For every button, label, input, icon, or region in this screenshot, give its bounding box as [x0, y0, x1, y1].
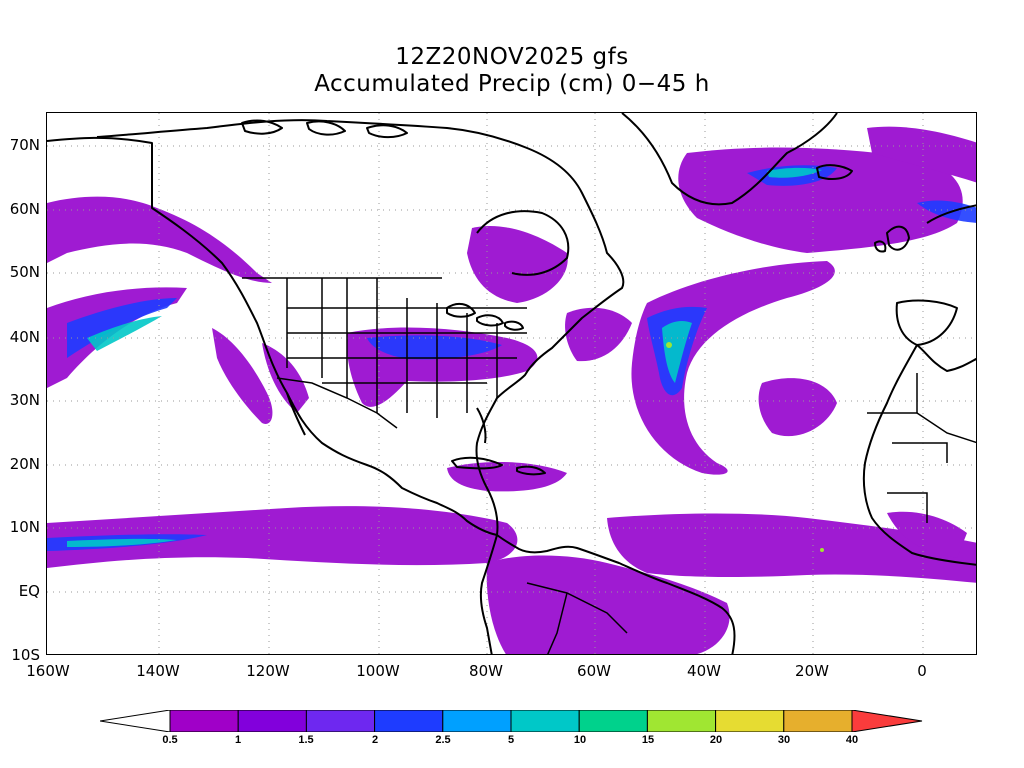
colorbar-label-2: 2	[371, 734, 379, 746]
lon-label-160w: 160W	[26, 662, 70, 680]
precip-map-svg	[47, 113, 976, 654]
lat-label-eq: EQ	[18, 582, 40, 600]
colorbar-low-triangle	[100, 710, 171, 732]
colorbar-label-1-5: 1.5	[298, 734, 314, 746]
colorbar-label-5: 5	[507, 734, 515, 746]
colorbar-label-2-5: 2.5	[435, 734, 451, 746]
colorbar-swatch	[374, 710, 444, 732]
lon-label-0: 0	[917, 662, 927, 680]
colorbar-swatch	[169, 710, 239, 732]
lat-label-70n: 70N	[9, 136, 40, 154]
lon-label-20w: 20W	[795, 662, 829, 680]
precip-colorbar	[100, 710, 923, 732]
lon-label-100w: 100W	[356, 662, 400, 680]
colorbar-label-40: 40	[845, 734, 859, 746]
colorbar-label-30: 30	[777, 734, 791, 746]
title-line-2: Accumulated Precip (cm) 0−45 h	[314, 71, 710, 97]
colorbar-swatch	[578, 710, 648, 732]
colorbar-swatch	[646, 710, 717, 732]
colorbar-label-1: 1	[234, 734, 242, 746]
precip-shading-heavy	[67, 167, 822, 547]
lat-label-20n: 20N	[9, 455, 40, 473]
map-title: 12Z20NOV2025 gfs Accumulated Precip (cm)…	[0, 44, 1024, 98]
colorbar-label-20: 20	[709, 734, 723, 746]
colorbar-swatches	[169, 710, 853, 732]
colorbar-swatch	[510, 710, 580, 732]
lat-label-30n: 30N	[9, 391, 40, 409]
title-line-1: 12Z20NOV2025 gfs	[395, 44, 629, 70]
precip-shading-peak	[666, 342, 824, 552]
colorbar-swatch	[442, 710, 512, 732]
precip-map	[46, 112, 977, 655]
colorbar-label-15: 15	[641, 734, 655, 746]
lat-label-10s: 10S	[11, 646, 40, 664]
lon-label-40w: 40W	[687, 662, 721, 680]
lon-label-140w: 140W	[136, 662, 180, 680]
precip-shading	[47, 126, 976, 654]
lat-label-50n: 50N	[9, 263, 40, 281]
colorbar-high-triangle	[851, 710, 923, 732]
lat-label-40n: 40N	[9, 328, 40, 346]
colorbar-swatch	[237, 710, 307, 732]
lon-label-120w: 120W	[246, 662, 290, 680]
colorbar-swatch	[715, 710, 785, 732]
political-borders	[151, 143, 976, 654]
colorbar-label-0-5: 0.5	[162, 734, 178, 746]
lat-label-60n: 60N	[9, 200, 40, 218]
lon-label-80w: 80W	[469, 662, 503, 680]
lon-label-60w: 60W	[577, 662, 611, 680]
colorbar-swatch	[305, 710, 376, 732]
colorbar-label-10: 10	[573, 734, 587, 746]
colorbar-swatch	[783, 710, 853, 732]
lat-label-10n: 10N	[9, 518, 40, 536]
coastlines	[47, 113, 976, 654]
